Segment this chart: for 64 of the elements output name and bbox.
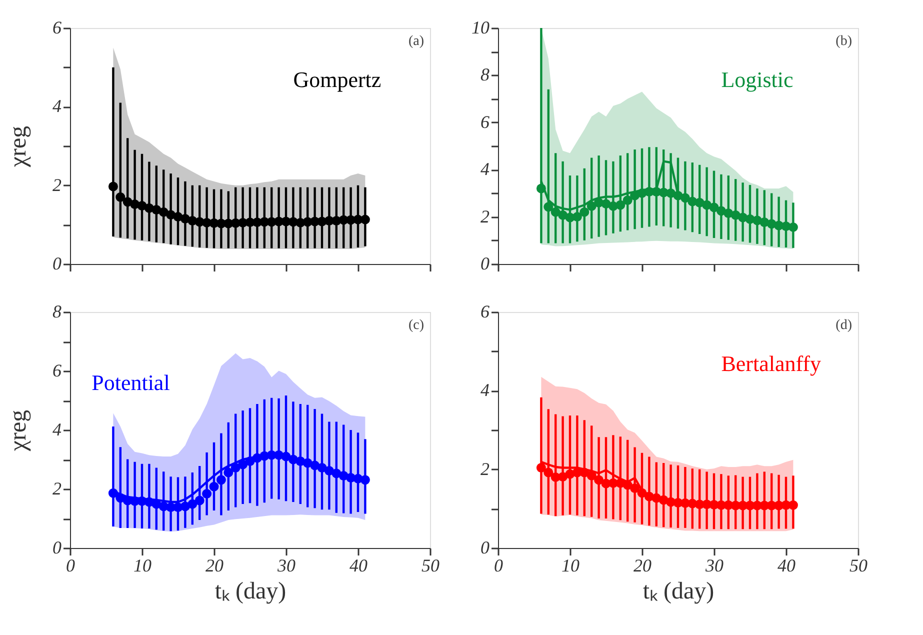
y-tick-label: 6 [52, 360, 62, 380]
y-axis-title: χreg [6, 126, 32, 168]
x-tick-label: 40 [350, 556, 368, 576]
x-axis-title: tₖ (day) [642, 578, 714, 604]
x-tick-label: 30 [704, 556, 724, 576]
x-tick-label: 0 [66, 556, 75, 576]
point [616, 200, 626, 210]
y-tick-label: 0 [52, 538, 62, 558]
y-tick-label: 6 [52, 18, 62, 38]
y-tick-label: 4 [52, 420, 62, 440]
y-tick-label: 0 [480, 254, 490, 274]
text: Logistic [721, 66, 794, 92]
x-tick-label: 50 [850, 556, 868, 576]
y-tick-label: 8 [52, 302, 62, 322]
point [209, 482, 219, 492]
text: Bertalanffy [721, 350, 821, 376]
annotation: (b) [836, 34, 852, 49]
point [360, 214, 370, 224]
point [188, 499, 198, 509]
point [544, 202, 554, 212]
y-tick-label: 10 [472, 18, 490, 38]
point [536, 463, 546, 472]
x-tick-label: 20 [206, 556, 224, 576]
x-axis-title: tₖ (day) [214, 578, 286, 604]
point [572, 212, 582, 222]
point [544, 468, 554, 478]
point [622, 196, 632, 206]
x-tick-label: 50 [422, 556, 440, 576]
y-tick-label: 6 [480, 112, 490, 132]
annotation: (d) [836, 318, 852, 333]
y-tick-label: 0 [52, 254, 62, 274]
point [202, 488, 212, 498]
y-tick-label: 0 [480, 538, 490, 558]
point [630, 483, 640, 493]
point [216, 475, 226, 485]
y-tick-label: 2 [480, 458, 490, 479]
text: Gompertz [293, 66, 382, 92]
text: Potential [92, 370, 170, 395]
y-tick-label: 4 [480, 380, 490, 400]
y-tick-label: 2 [52, 478, 62, 498]
y-tick-label: 4 [52, 96, 62, 116]
point [194, 496, 204, 506]
point [550, 207, 560, 217]
annotation: (c) [408, 318, 424, 333]
y-tick-label: 2 [480, 206, 490, 226]
x-tick-label: 30 [276, 556, 296, 576]
y-axis-title: χreg [6, 410, 32, 452]
point [666, 188, 676, 198]
point [558, 472, 568, 482]
y-tick-label: 2 [52, 174, 62, 195]
y-tick-label: 4 [480, 159, 490, 180]
x-tick-label: 10 [134, 556, 152, 576]
y-tick-label: 8 [480, 64, 490, 85]
x-tick-label: 20 [634, 556, 652, 576]
point [108, 182, 118, 192]
point [594, 475, 604, 485]
x-tick-label: 0 [494, 556, 503, 576]
annotation: (a) [408, 34, 424, 49]
point [580, 207, 590, 217]
x-tick-label: 40 [778, 556, 796, 576]
point [116, 192, 126, 202]
x-tick-label: 10 [562, 556, 580, 576]
y-tick-label: 6 [480, 302, 490, 322]
point [224, 468, 234, 478]
